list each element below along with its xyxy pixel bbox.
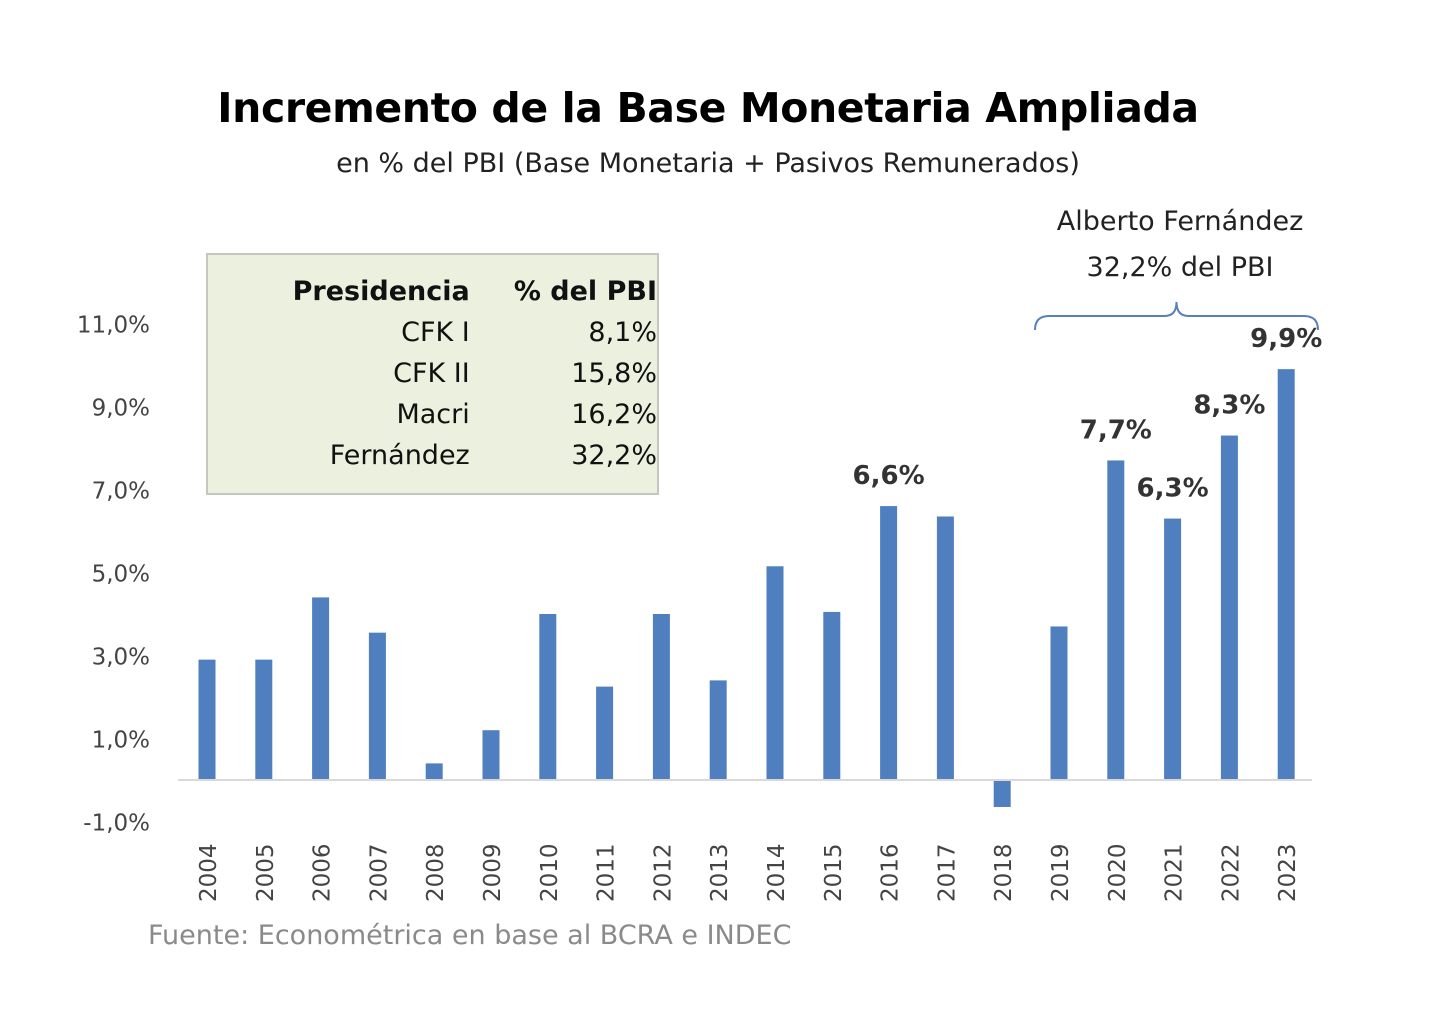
x-tick-label: 2014	[764, 843, 790, 902]
table-row: Fernández 32,2%	[208, 435, 657, 476]
data-label: 7,7%	[1080, 415, 1152, 445]
x-tick-label: 2020	[1105, 843, 1131, 902]
table-header-pbi: % del PBI	[513, 276, 657, 307]
presidency-table-box: Presidencia % del PBI CFK I 8,1% CFK II …	[206, 253, 659, 495]
table-cell-name: Fernández	[329, 440, 470, 471]
bar-2005	[255, 659, 273, 780]
x-tick-label: 2023	[1275, 843, 1301, 902]
x-tick-label: 2022	[1218, 843, 1244, 902]
table-row: CFK II 15,8%	[208, 353, 657, 394]
x-tick-label: 2004	[196, 843, 222, 902]
table-cell-value: 16,2%	[571, 399, 657, 430]
table-row: CFK I 8,1%	[208, 312, 657, 353]
bar-2020	[1107, 460, 1125, 780]
x-tick-label: 2010	[537, 843, 563, 902]
bar-2011	[596, 686, 614, 780]
x-tick-label: 2006	[310, 843, 336, 902]
y-tick-label: -1,0%	[83, 811, 150, 837]
table-cell-name: Macri	[396, 399, 470, 430]
table-cell-name: CFK II	[393, 358, 470, 389]
annotation-line-1: Alberto Fernández	[1056, 206, 1304, 237]
presidency-table: Presidencia % del PBI CFK I 8,1% CFK II …	[208, 271, 657, 476]
table-cell-value: 15,8%	[571, 358, 657, 389]
y-tick-label: 7,0%	[92, 479, 150, 505]
bar-2004	[198, 659, 216, 780]
data-label: 6,6%	[853, 461, 925, 491]
data-label: 9,9%	[1250, 324, 1322, 354]
bar-2014	[766, 566, 784, 780]
source-note: Fuente: Econométrica en base al BCRA e I…	[148, 920, 792, 951]
table-cell-value: 8,1%	[588, 317, 657, 348]
chart-title: Incremento de la Base Monetaria Ampliada	[217, 84, 1199, 132]
x-tick-label: 2009	[480, 843, 506, 902]
x-tick-label: 2005	[253, 843, 279, 902]
bar-2012	[652, 614, 670, 780]
chart-subtitle: en % del PBI (Base Monetaria + Pasivos R…	[336, 148, 1080, 179]
y-tick-label: 9,0%	[92, 396, 150, 422]
x-tick-label: 2019	[1048, 843, 1074, 902]
x-tick-label: 2012	[650, 843, 676, 902]
bar-2010	[539, 614, 557, 780]
bar-2023	[1277, 369, 1295, 780]
x-tick-label: 2013	[707, 843, 733, 902]
x-tick-label: 2011	[594, 843, 620, 902]
y-tick-label: 5,0%	[92, 562, 150, 588]
table-cell-name: CFK I	[401, 317, 470, 348]
x-tick-label: 2016	[878, 843, 904, 902]
bar-2007	[368, 632, 386, 780]
bar-2006	[312, 597, 330, 780]
table-cell-value: 32,2%	[571, 440, 657, 471]
annotation-line-2: 32,2% del PBI	[1086, 252, 1274, 283]
y-tick-label: 3,0%	[92, 645, 150, 671]
x-tick-label: 2021	[1162, 843, 1188, 902]
bar-2008	[425, 763, 443, 780]
bar-2021	[1164, 518, 1182, 780]
table-header-presidencia: Presidencia	[292, 276, 470, 307]
data-label: 8,3%	[1193, 391, 1265, 421]
data-label: 6,3%	[1137, 474, 1209, 504]
annotation-brace	[1034, 301, 1319, 331]
bar-2009	[482, 730, 500, 780]
bar-2016	[880, 506, 898, 780]
y-tick-label: 1,0%	[92, 728, 150, 754]
bar-2022	[1220, 435, 1238, 780]
bar-2015	[823, 611, 841, 780]
bar-2017	[936, 516, 954, 780]
table-row: Macri 16,2%	[208, 394, 657, 435]
x-tick-label: 2008	[423, 843, 449, 902]
x-tick-label: 2017	[934, 843, 960, 902]
y-tick-label: 11,0%	[77, 313, 150, 339]
x-tick-label: 2018	[991, 843, 1017, 902]
bar-2019	[1050, 626, 1068, 780]
bar-2018	[993, 780, 1011, 807]
x-tick-label: 2015	[821, 843, 847, 902]
x-tick-label: 2007	[366, 843, 392, 902]
bar-2013	[709, 680, 727, 780]
